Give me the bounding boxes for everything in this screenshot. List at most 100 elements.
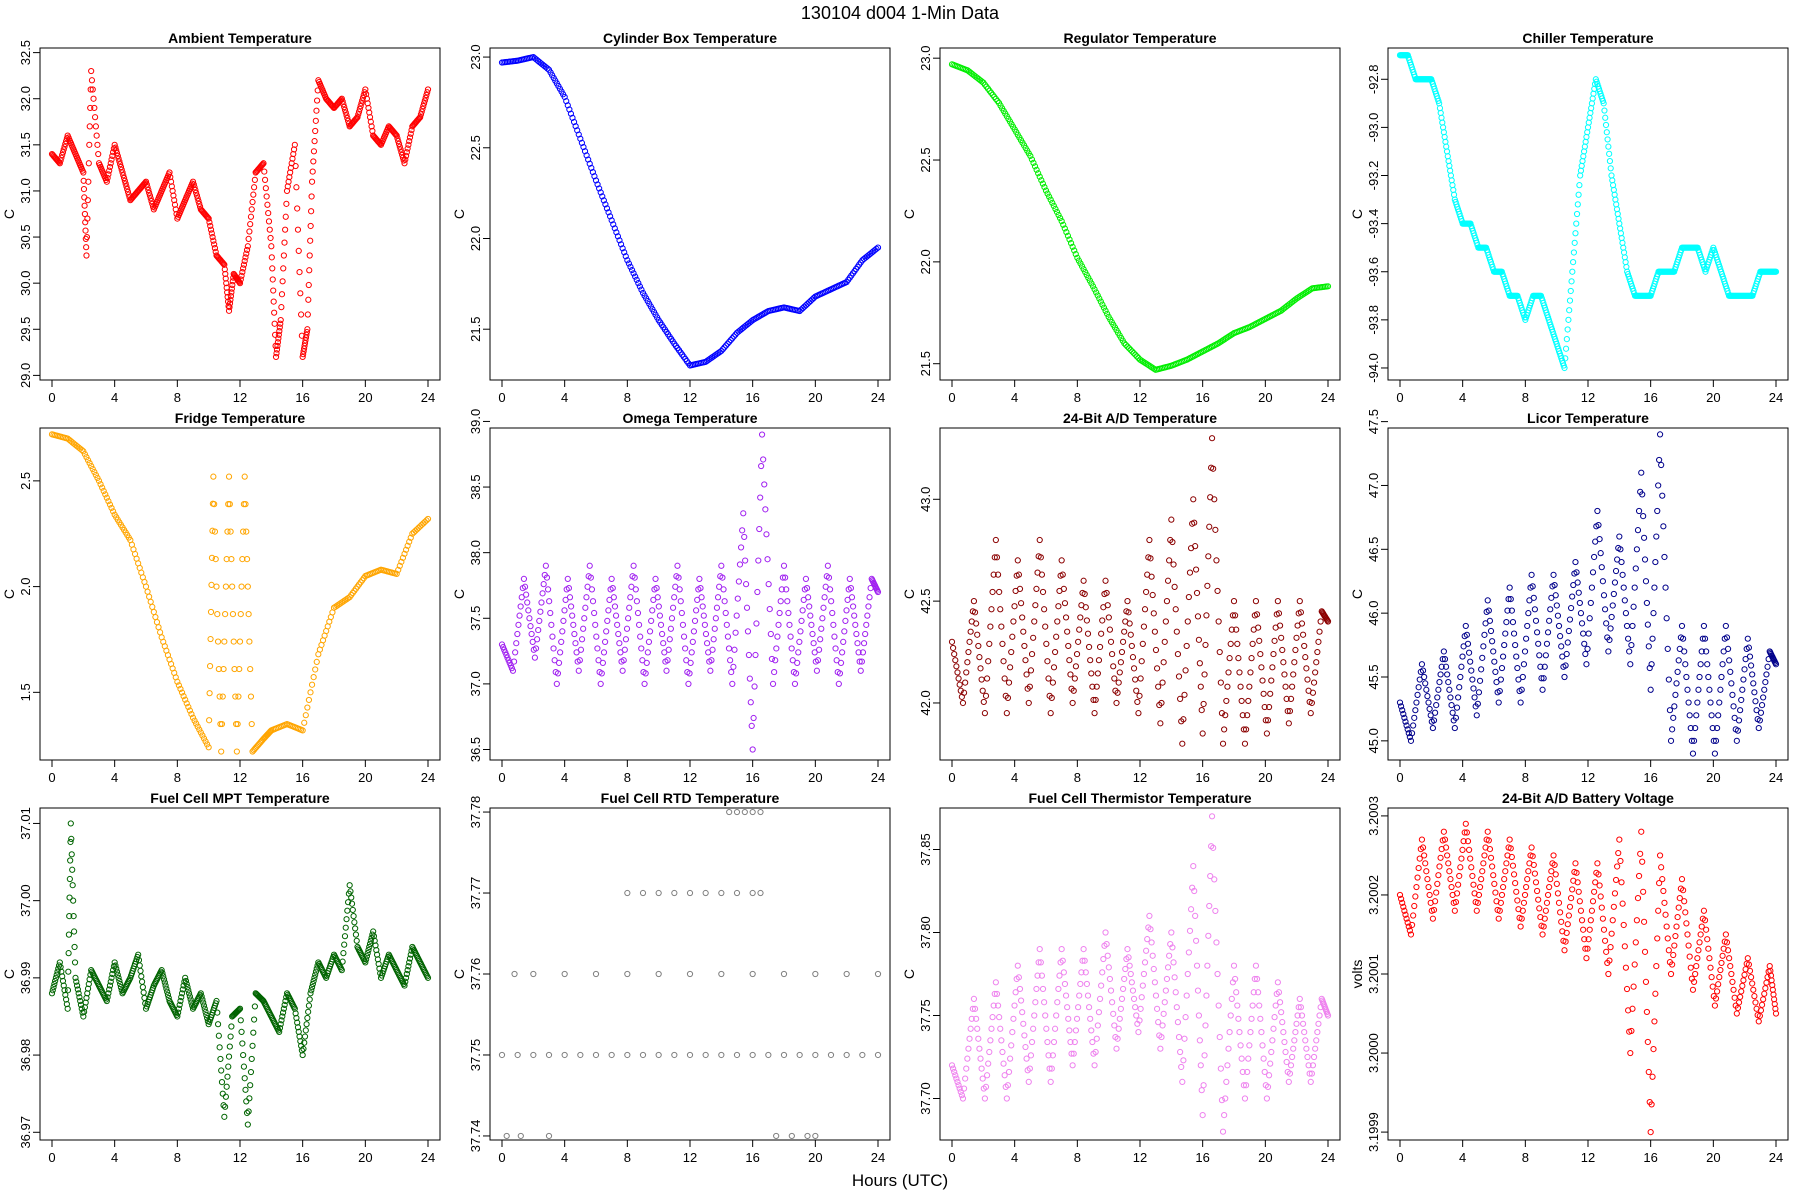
data-point <box>1021 1032 1028 1039</box>
data-point <box>1102 307 1109 314</box>
data-point <box>1305 1062 1312 1069</box>
data-point <box>1268 1048 1275 1056</box>
data-point <box>262 185 269 192</box>
data-point <box>347 888 354 895</box>
data-point <box>211 501 218 508</box>
data-point <box>1709 983 1716 990</box>
x-tick-label: 4 <box>111 390 118 405</box>
data-point <box>1740 977 1747 984</box>
data-point <box>733 612 740 619</box>
data-point <box>1738 988 1745 995</box>
data-point <box>1082 604 1089 611</box>
data-point <box>1314 648 1321 656</box>
data-point <box>1252 598 1260 605</box>
data-point <box>1583 955 1590 962</box>
data-point <box>1069 699 1076 707</box>
data-point <box>578 636 586 643</box>
data-point <box>1606 957 1613 964</box>
data-point <box>66 894 73 901</box>
data-point <box>1020 628 1027 635</box>
y-tick-label: 3.1999 <box>1366 1112 1381 1152</box>
data-point <box>1686 712 1693 719</box>
data-point <box>570 621 577 628</box>
data-point <box>588 586 596 593</box>
data-point <box>363 956 370 963</box>
data-point <box>94 474 101 482</box>
data-point <box>1192 937 1200 944</box>
data-point <box>1159 1022 1166 1029</box>
data-point <box>1606 150 1613 157</box>
y-tick-label: 2.5 <box>18 472 33 490</box>
data-point <box>624 970 631 978</box>
data-point <box>1632 939 1639 946</box>
data-point <box>1011 1002 1018 1009</box>
y-axis-label: C <box>901 209 917 219</box>
points <box>1396 52 1780 372</box>
data-point <box>780 970 788 978</box>
data-point <box>1572 558 1579 566</box>
data-point <box>239 1040 246 1047</box>
data-point <box>1201 671 1208 678</box>
data-point <box>147 598 154 605</box>
data-point <box>1561 673 1568 681</box>
data-point <box>65 950 72 957</box>
data-point <box>243 250 250 257</box>
data-point <box>247 1068 255 1076</box>
data-point <box>1620 921 1627 929</box>
data-point <box>602 201 609 208</box>
data-point <box>1281 1038 1288 1046</box>
data-point <box>140 989 147 996</box>
data-point <box>517 603 524 610</box>
x-tick-label: 0 <box>48 1150 55 1165</box>
data-point <box>592 1051 600 1059</box>
data-point <box>1121 340 1128 347</box>
data-point <box>1704 661 1711 668</box>
data-point <box>238 1028 245 1036</box>
data-point <box>1405 923 1412 930</box>
data-point <box>1228 626 1235 633</box>
data-point <box>1649 1073 1656 1080</box>
data-point <box>1118 995 1126 1003</box>
data-point <box>642 670 649 677</box>
data-point <box>402 546 410 553</box>
data-point <box>1180 1057 1187 1064</box>
data-point <box>60 146 67 153</box>
data-point <box>1075 638 1082 645</box>
y-tick-label: 30.0 <box>18 271 33 296</box>
data-point <box>1061 980 1069 988</box>
plot-frame <box>489 427 891 761</box>
data-point <box>292 162 299 170</box>
data-point <box>1043 640 1050 648</box>
data-point <box>1752 698 1759 705</box>
data-point <box>530 970 537 978</box>
data-point <box>1586 615 1593 622</box>
data-point <box>276 324 283 331</box>
data-point <box>1620 584 1627 591</box>
data-point <box>1130 995 1138 1003</box>
data-point <box>1553 880 1560 887</box>
data-point <box>153 619 161 626</box>
data-point <box>1724 947 1732 954</box>
plot-frame <box>1387 427 1789 761</box>
data-point <box>215 1032 222 1039</box>
data-point <box>1615 849 1622 857</box>
data-point <box>1641 556 1649 563</box>
data-point <box>1174 650 1182 658</box>
x-tick-label: 20 <box>358 390 372 405</box>
data-point <box>772 657 779 664</box>
data-point <box>1014 557 1021 564</box>
data-point <box>761 481 768 488</box>
data-point <box>225 1063 232 1070</box>
data-point <box>1399 707 1406 714</box>
data-point <box>1571 239 1578 246</box>
data-point <box>65 931 73 938</box>
data-point <box>1121 975 1128 983</box>
data-point <box>1030 1025 1037 1032</box>
data-point <box>1116 1015 1123 1022</box>
data-point <box>276 1028 283 1036</box>
data-point <box>1304 676 1311 683</box>
data-point <box>1098 982 1105 989</box>
data-point <box>1095 657 1103 664</box>
data-point <box>849 603 857 610</box>
data-point <box>1586 926 1593 933</box>
